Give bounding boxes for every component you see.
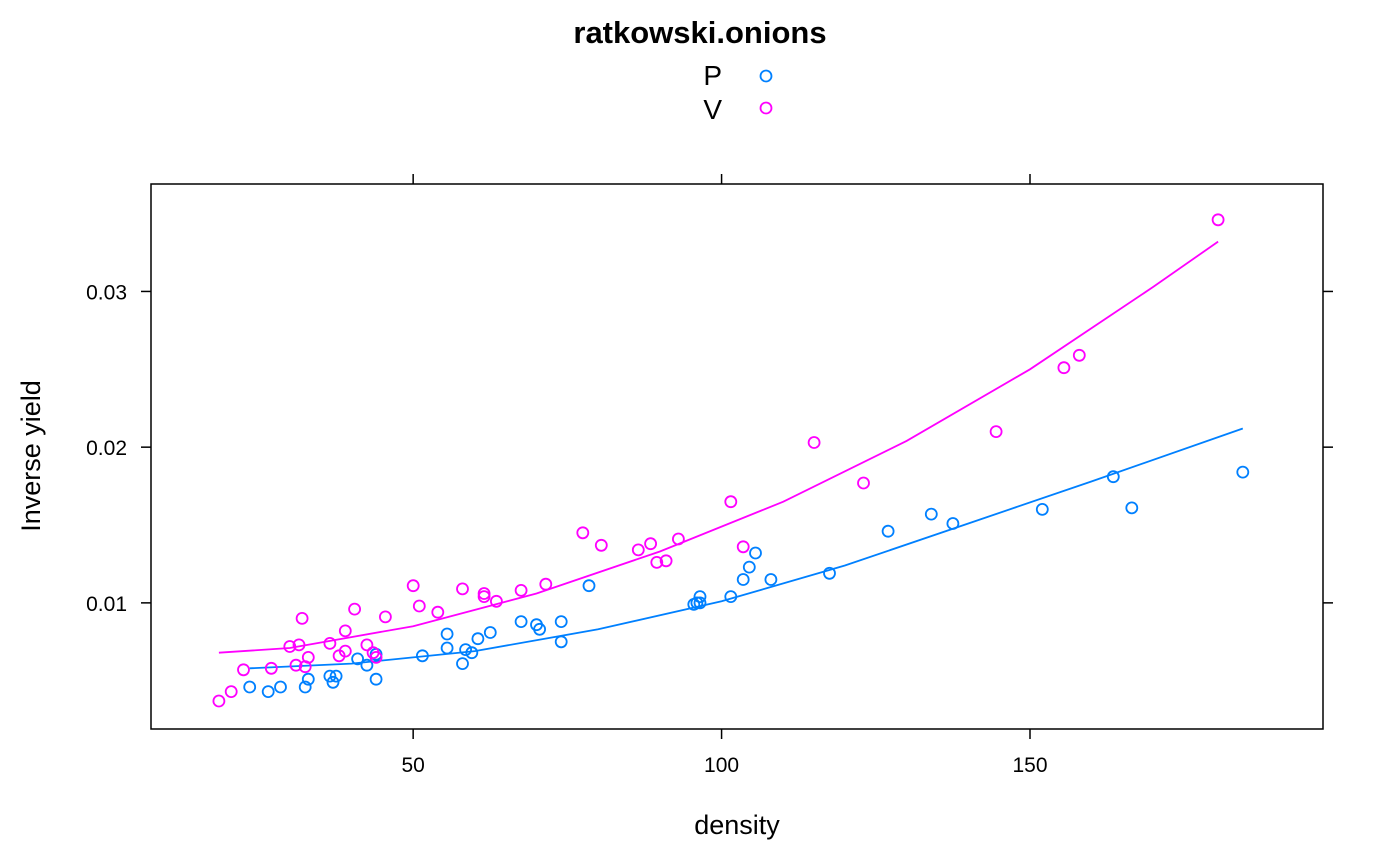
series-p bbox=[243, 427, 1250, 698]
data-point-p bbox=[298, 680, 312, 694]
data-point-v bbox=[237, 663, 250, 677]
data-point-v bbox=[650, 556, 664, 569]
data-point-v bbox=[360, 638, 374, 652]
data-point-p bbox=[243, 680, 257, 694]
data-point-v bbox=[378, 610, 392, 624]
data-point-p bbox=[749, 546, 762, 560]
data-point-v bbox=[212, 694, 226, 708]
data-point-v bbox=[369, 651, 383, 664]
data-point-v bbox=[807, 436, 821, 449]
data-point-p bbox=[742, 560, 756, 574]
x-tick-label: 50 bbox=[401, 754, 424, 777]
data-point-v bbox=[1211, 213, 1225, 227]
data-point-v bbox=[724, 495, 738, 509]
x-axis-label: density bbox=[694, 810, 780, 840]
data-point-v bbox=[289, 658, 303, 672]
data-point-p bbox=[514, 615, 528, 628]
data-point-p bbox=[440, 627, 454, 641]
data-point-p bbox=[1125, 501, 1139, 515]
data-point-p bbox=[1236, 465, 1250, 479]
y-axis: 0.01 0.02 0.03 bbox=[86, 281, 1333, 616]
data-point-p bbox=[881, 524, 895, 538]
data-point-v bbox=[295, 612, 309, 625]
data-point-p bbox=[301, 672, 315, 686]
fit-line-v bbox=[218, 240, 1219, 654]
data-point-v bbox=[456, 582, 469, 596]
data-point-v bbox=[736, 540, 750, 554]
data-point-p bbox=[1035, 502, 1049, 516]
legend-label-p: P bbox=[703, 60, 722, 91]
x-axis: 50 100 150 bbox=[401, 174, 1048, 777]
data-point-p bbox=[924, 507, 938, 521]
data-point-v bbox=[539, 577, 553, 591]
data-point-v bbox=[659, 554, 673, 568]
data-point-v bbox=[406, 579, 420, 593]
x-tick-label: 100 bbox=[704, 754, 739, 777]
x-tick-label: 150 bbox=[1012, 754, 1047, 777]
data-point-p bbox=[736, 573, 750, 586]
data-point-v bbox=[857, 476, 870, 490]
data-point-v bbox=[1057, 361, 1071, 375]
plot-frame bbox=[150, 183, 1324, 730]
data-point-p bbox=[533, 622, 546, 636]
data-point-v bbox=[989, 425, 1003, 439]
data-point-v bbox=[431, 605, 445, 619]
data-point-v bbox=[338, 624, 352, 638]
data-point-v bbox=[224, 685, 238, 698]
data-point-v bbox=[477, 590, 491, 603]
data-point-p bbox=[329, 669, 343, 683]
data-point-p bbox=[369, 672, 383, 686]
data-point-v bbox=[644, 537, 657, 551]
data-point-p bbox=[440, 641, 454, 655]
data-point-v bbox=[631, 543, 645, 557]
data-point-p bbox=[351, 652, 365, 666]
legend: P V bbox=[703, 60, 773, 125]
data-point-v bbox=[323, 637, 337, 650]
data-point-p bbox=[323, 669, 337, 683]
data-point-v bbox=[514, 584, 528, 597]
data-point-p bbox=[274, 680, 287, 694]
data-point-v bbox=[348, 602, 362, 616]
data-point-p bbox=[823, 566, 836, 580]
data-point-v bbox=[264, 661, 278, 675]
series-layer bbox=[212, 213, 1250, 708]
series-v bbox=[212, 213, 1225, 708]
chart-title: ratkowski.onions bbox=[573, 15, 826, 50]
data-point-v bbox=[412, 599, 426, 613]
y-tick-label: 0.03 bbox=[86, 281, 127, 304]
y-tick-label: 0.02 bbox=[86, 437, 127, 460]
data-point-v bbox=[576, 526, 590, 540]
data-point-p bbox=[554, 615, 568, 628]
data-point-v bbox=[594, 538, 608, 552]
data-point-p bbox=[471, 632, 485, 646]
y-tick-label: 0.01 bbox=[86, 593, 127, 616]
data-point-p bbox=[554, 635, 568, 649]
y-axis-label: Inverse yield bbox=[16, 380, 46, 532]
data-point-p bbox=[456, 657, 469, 670]
data-point-p bbox=[360, 658, 374, 672]
data-point-p bbox=[261, 685, 275, 698]
data-point-p bbox=[764, 573, 778, 586]
data-point-p bbox=[693, 596, 707, 610]
legend-label-v: V bbox=[703, 94, 722, 125]
data-point-v bbox=[301, 651, 315, 664]
data-point-p bbox=[483, 626, 497, 639]
fit-line-p bbox=[249, 427, 1244, 670]
data-point-p bbox=[693, 590, 707, 603]
data-point-v bbox=[489, 594, 503, 608]
legend-marker-p bbox=[759, 69, 773, 83]
data-point-p bbox=[582, 579, 596, 593]
data-point-p bbox=[459, 643, 473, 656]
data-point-p bbox=[326, 675, 340, 689]
data-point-v bbox=[1072, 348, 1086, 362]
legend-marker-v bbox=[759, 101, 773, 115]
data-point-v bbox=[338, 644, 352, 658]
